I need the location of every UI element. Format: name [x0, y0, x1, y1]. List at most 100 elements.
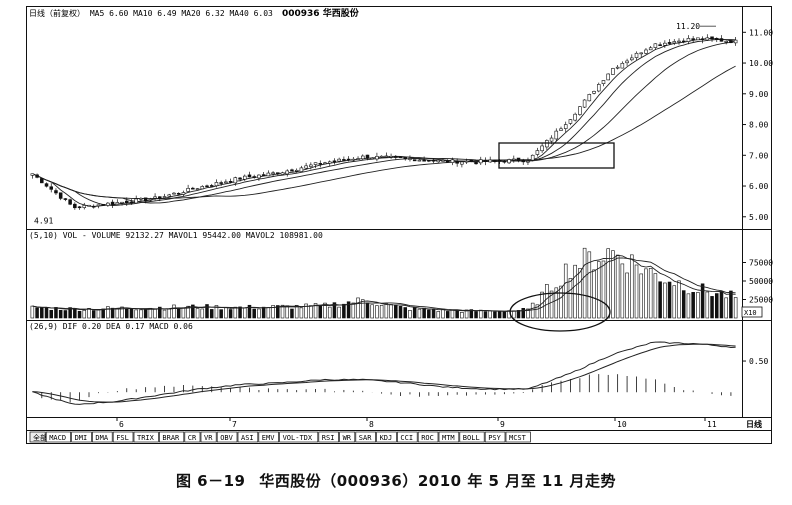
- chart-frame: [26, 6, 772, 444]
- indicator-tab[interactable]: [184, 431, 201, 443]
- candle: [422, 159, 426, 162]
- indicator-tab-label: DMI: [75, 434, 88, 442]
- candle: [455, 160, 459, 164]
- candle: [96, 204, 101, 207]
- candle: [195, 188, 200, 190]
- candle: [257, 174, 261, 179]
- volume-bar: [247, 304, 252, 319]
- candle: [101, 204, 105, 206]
- volume-tick-label: 50000: [749, 277, 773, 286]
- candle: [535, 150, 540, 155]
- candle: [549, 137, 554, 142]
- indicator-tab[interactable]: [484, 431, 506, 443]
- volume-bar: [365, 302, 370, 319]
- candle: [30, 173, 35, 176]
- consolidation-box: [498, 142, 615, 169]
- candle: [54, 190, 58, 194]
- indicator-tab[interactable]: [200, 431, 217, 443]
- volume-bar: [441, 308, 445, 319]
- volume-bar: [559, 285, 563, 319]
- candle: [285, 170, 290, 175]
- candle: [530, 154, 535, 161]
- indicator-tab[interactable]: [339, 431, 356, 443]
- indicator-tab[interactable]: [279, 431, 319, 443]
- month-label: 9: [500, 420, 505, 429]
- volume-bar: [389, 304, 393, 319]
- indicator-tab-label: WR: [343, 434, 352, 442]
- candle: [342, 159, 346, 161]
- volume-bar: [634, 264, 639, 319]
- indicator-tab[interactable]: [397, 431, 418, 443]
- indicator-tab[interactable]: [92, 431, 113, 443]
- candle: [153, 196, 157, 199]
- candle: [44, 183, 49, 187]
- volume-bar: [427, 309, 431, 319]
- candle: [323, 162, 327, 165]
- indicator-tab-label: MTM: [442, 434, 455, 442]
- volume-bar: [422, 307, 426, 319]
- indicator-tab[interactable]: [376, 431, 397, 443]
- indicator-tab[interactable]: [216, 431, 238, 443]
- volume-bar: [596, 261, 601, 319]
- candle: [261, 174, 266, 176]
- candle: [73, 203, 77, 209]
- indicator-tab[interactable]: [318, 431, 339, 443]
- volume-bar: [658, 281, 662, 319]
- volume-bar: [568, 278, 573, 319]
- volume-bar: [299, 307, 304, 319]
- indicator-tab[interactable]: [417, 431, 439, 443]
- candle: [667, 42, 672, 44]
- volume-bar: [512, 310, 516, 319]
- volume-bar: [474, 311, 478, 319]
- candle: [507, 159, 511, 164]
- candle: [299, 167, 304, 172]
- volume-bar: [587, 251, 592, 319]
- indicator-tab[interactable]: [355, 431, 376, 443]
- indicator-tab[interactable]: [71, 431, 92, 443]
- candle: [313, 162, 318, 165]
- candle: [77, 206, 82, 209]
- volume-bar: [35, 307, 39, 319]
- volume-bar: [280, 304, 285, 319]
- volume-ma-line: [32, 254, 736, 312]
- volume-bar: [530, 302, 535, 319]
- candle: [582, 99, 587, 108]
- volume-bar: [162, 309, 167, 319]
- volume-bar: [469, 309, 474, 319]
- indicator-tab[interactable]: [112, 431, 134, 443]
- candle: [40, 178, 44, 184]
- volume-bar: [205, 304, 209, 319]
- indicator-tab[interactable]: [438, 431, 460, 443]
- price-tick-label: 6.00: [749, 182, 768, 191]
- indicator-tab[interactable]: [258, 431, 279, 443]
- volume-bar: [379, 304, 384, 319]
- volume-bar: [214, 305, 219, 319]
- candle: [412, 159, 417, 162]
- volume-bar: [63, 310, 68, 319]
- volume-bar: [129, 308, 134, 319]
- candle: [87, 204, 91, 207]
- indicator-tab[interactable]: [459, 431, 485, 443]
- indicator-tab[interactable]: [159, 431, 185, 443]
- indicator-tab[interactable]: [45, 431, 71, 443]
- candle: [630, 57, 634, 61]
- indicator-tab[interactable]: [237, 431, 259, 443]
- volume-bar: [195, 308, 200, 319]
- indicator-tab-label: ROC: [421, 434, 434, 442]
- volume-unit-box: [741, 306, 763, 318]
- indicator-tab-label: VOL-TDX: [283, 434, 313, 442]
- indicator-tab-label: TRIX: [137, 434, 155, 442]
- volume-bar: [346, 301, 351, 319]
- figure-title: 华西股份（000936）2010 年 5 月至 11 月走势: [259, 472, 617, 490]
- indicator-tab[interactable]: [133, 431, 159, 443]
- candle: [403, 157, 408, 160]
- candle: [714, 38, 719, 40]
- indicator-tab[interactable]: [505, 431, 531, 443]
- macd-tick-label: 0.50: [749, 357, 768, 366]
- volume-bar: [497, 310, 502, 319]
- volume-bar: [578, 268, 582, 319]
- candle: [733, 39, 738, 44]
- volume-bar: [120, 306, 124, 319]
- indicator-tab[interactable]: [29, 431, 46, 443]
